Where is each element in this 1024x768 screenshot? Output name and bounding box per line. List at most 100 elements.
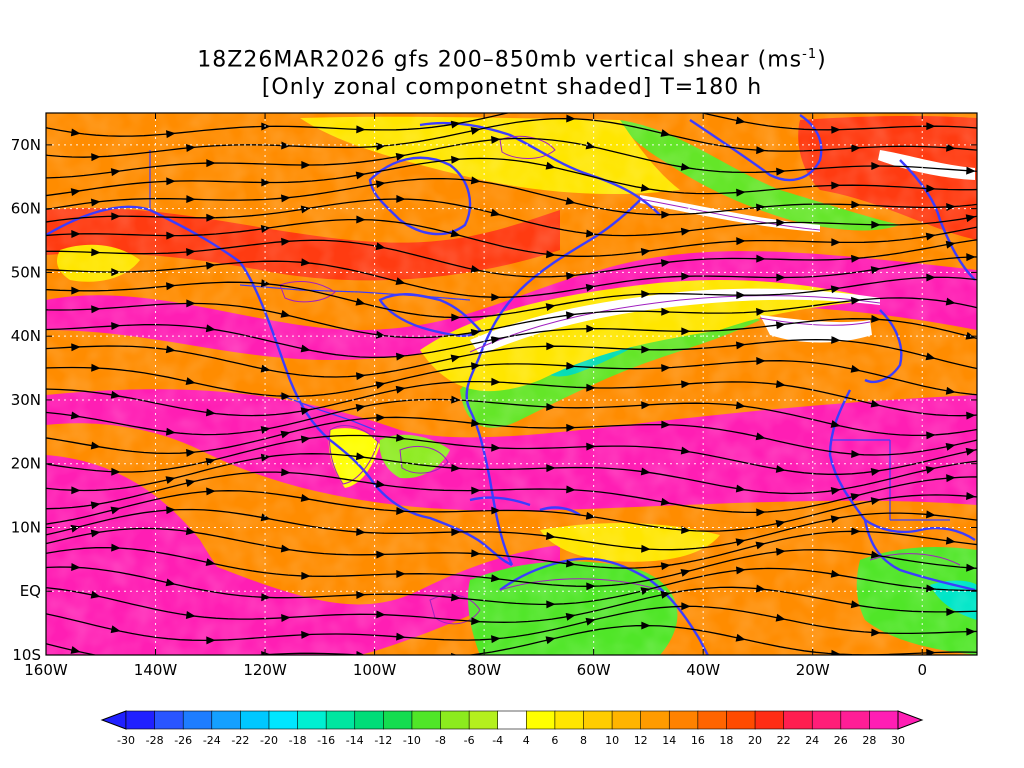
contour-line-5 — [499, 578, 661, 591]
streamline-arrow — [586, 442, 596, 451]
colorbar-label: -14 — [346, 734, 364, 747]
colorbar-swatch — [754, 710, 785, 730]
streamline-arrow — [680, 568, 691, 577]
streamline-arrow — [356, 527, 366, 536]
colorbar-label: -22 — [231, 734, 249, 747]
lon-label: 160W — [24, 661, 68, 679]
lat-label: EQ — [20, 582, 41, 600]
streamline-arrow — [470, 127, 481, 135]
colorbar-swatch — [440, 710, 470, 730]
streamline-arrow — [546, 600, 556, 609]
border-canada-us — [239, 284, 471, 301]
streamline-arrow — [300, 205, 311, 214]
streamline-arrow — [966, 411, 976, 420]
streamline-arrow — [850, 600, 861, 609]
streamline-arrow — [926, 184, 936, 193]
streamline — [46, 218, 977, 257]
colorbar-swatch — [468, 710, 499, 730]
streamline-arrow — [850, 493, 861, 501]
contour-line-10 — [759, 317, 871, 326]
streamline-arrow — [661, 420, 671, 429]
streamline-arrow — [110, 625, 121, 634]
colorbar-label: -6 — [464, 734, 475, 747]
colorbar-swatch — [240, 710, 270, 730]
streamline-arrow — [775, 613, 786, 622]
streamline-arrow — [735, 401, 746, 410]
streamline-arrow — [851, 450, 861, 459]
streamline-arrow — [395, 385, 406, 394]
streamline-arrow — [91, 305, 101, 314]
lon-label: 120W — [243, 661, 287, 679]
streamline — [46, 490, 977, 532]
streamline-arrow — [186, 144, 196, 152]
streamline-arrow — [396, 506, 406, 515]
streamline-arrow — [870, 550, 881, 559]
coast-north-africa — [828, 389, 976, 541]
streamline-arrow — [756, 146, 766, 155]
streamline-arrow — [585, 141, 596, 150]
colorbar-label: -4 — [492, 734, 503, 747]
streamline-arrow — [640, 183, 651, 192]
streamline-arrow — [735, 341, 746, 350]
colorbar-label: -26 — [174, 734, 192, 747]
streamline-arrow — [91, 363, 101, 372]
colorbar-swatch — [640, 710, 670, 730]
streamline-arrow — [756, 307, 766, 316]
streamline-arrow — [851, 254, 861, 263]
colorbar-swatch — [354, 710, 384, 730]
streamline-arrow — [206, 636, 216, 645]
colorbar-swatch — [125, 710, 156, 730]
streamline-arrow — [70, 128, 81, 137]
streamline-arrow — [681, 380, 691, 389]
streamline-arrow — [945, 386, 956, 395]
colorbar-label: -8 — [435, 734, 446, 747]
streamline-arrow — [90, 501, 101, 510]
colorbar-label: 28 — [862, 734, 876, 747]
colorbar-label: -10 — [403, 734, 421, 747]
streamline-arrow — [281, 613, 291, 622]
streamline-arrow — [926, 648, 936, 655]
streamline-arrow — [680, 446, 691, 455]
streamline-arrow — [736, 566, 746, 575]
streamline-arrow — [776, 273, 786, 282]
streamline-arrow — [661, 307, 671, 316]
streamline-arrow — [185, 479, 196, 488]
border-layer — [149, 150, 950, 521]
streamline-arrow — [830, 285, 841, 294]
coast-iberia — [864, 309, 903, 384]
colorbar-swatch — [411, 710, 442, 730]
streamline-arrow — [830, 420, 841, 428]
colorbar-swatch — [811, 710, 842, 730]
colorbar-swatch — [268, 710, 299, 730]
colorbar-swatch — [497, 710, 527, 730]
streamline-arrow — [735, 633, 746, 642]
graticule-layer — [46, 113, 977, 655]
coast-caribbean-islands — [469, 496, 581, 517]
streamline-arrow — [966, 492, 976, 500]
streamline-arrow — [966, 166, 976, 175]
lat-label: 60N — [11, 200, 41, 218]
colorbar-swatch — [583, 710, 613, 730]
lon-label: 100W — [353, 661, 397, 679]
streamline-arrow — [186, 299, 196, 308]
streamline-arrow — [830, 486, 841, 495]
streamline-arrow — [185, 611, 196, 619]
streamline-layer — [46, 113, 977, 655]
streamline-arrow — [451, 313, 461, 322]
streamline-arrow — [585, 511, 596, 520]
streamline-arrow — [165, 578, 176, 587]
streamline-arrow — [641, 621, 651, 630]
streamline-arrow — [470, 328, 481, 337]
streamline-arrow — [280, 430, 291, 439]
streamline-arrow — [736, 188, 746, 197]
streamline-arrow — [376, 550, 386, 559]
coast-us-east — [465, 199, 641, 566]
streamline-arrow — [965, 447, 976, 456]
streamline-arrow — [70, 646, 81, 654]
streamline-arrow — [205, 261, 216, 270]
streamline-arrow — [736, 237, 746, 246]
colorbar-swatch — [726, 710, 756, 730]
lat-label: 30N — [11, 391, 41, 409]
streamline-arrow — [491, 443, 501, 452]
streamline-arrow — [206, 213, 216, 222]
